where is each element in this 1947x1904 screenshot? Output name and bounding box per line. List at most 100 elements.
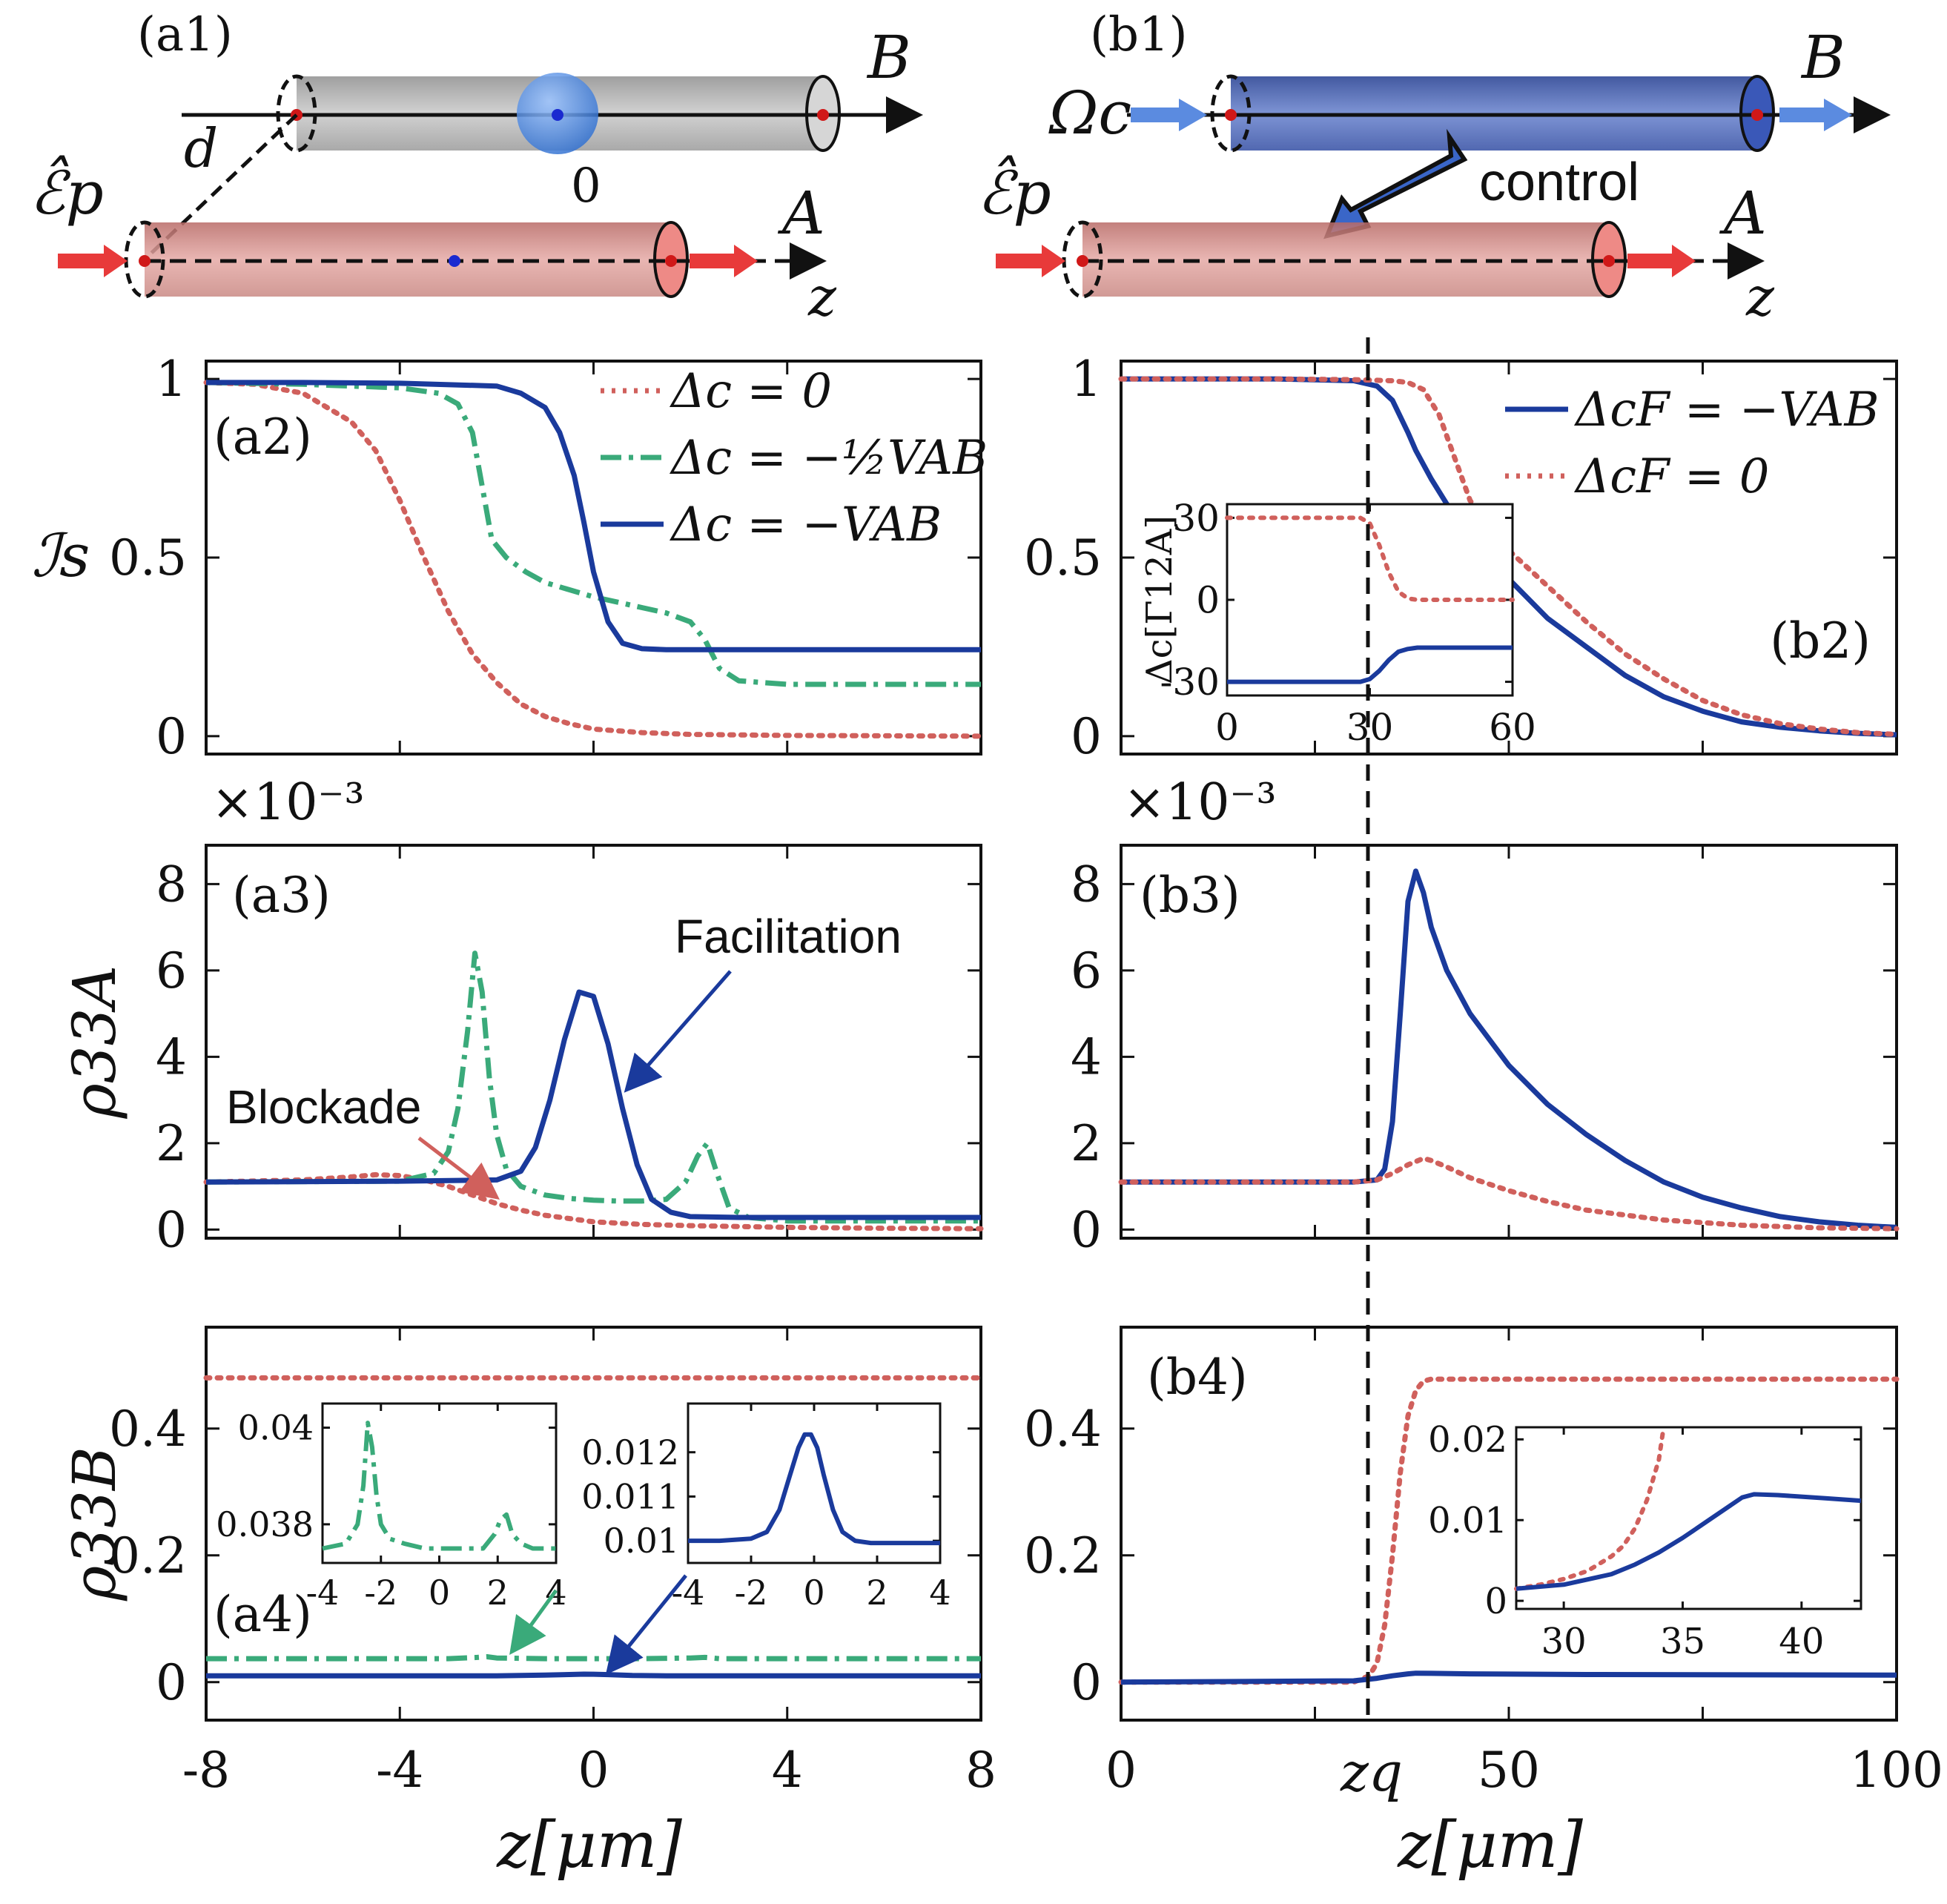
a2-series--c-0 (203, 380, 984, 739)
label-z-b1: z (1745, 265, 1775, 328)
control-arrow (1323, 128, 1468, 239)
tube-a-red-b1-end-left (1062, 220, 1103, 299)
a4-inset-1-xtick-label: 0 (803, 1573, 824, 1613)
b4-series--cf-vab (1120, 1670, 1897, 1685)
label-a-b1: A (1719, 179, 1767, 248)
a3-ytick-label: 0 (156, 1201, 187, 1258)
a2-ylabel: ℐs (32, 521, 90, 590)
dot-b1-right (1751, 109, 1763, 121)
a4-inset-0-xtick-label: 2 (487, 1573, 509, 1613)
panel-a3: 0 2 4 6 8 (a3) ρ33A (60, 844, 984, 1258)
a3-ytick-label: 4 (156, 1028, 187, 1085)
b2-inset-ytick-label: -30 (1160, 661, 1220, 704)
b4-xtick-label: 100 (1850, 1742, 1943, 1799)
a4-inset-0-xtick-label: 0 (429, 1573, 450, 1613)
label-probe-a1: ℰ̂p (30, 155, 104, 228)
zq-label: zq (1340, 1741, 1403, 1803)
b3-series--cf-vab (1121, 868, 1897, 1230)
exponent-a: ×10⁻³ (211, 773, 365, 832)
a4-series--c-vab (206, 1654, 981, 1662)
b3-ytick-label: 6 (1071, 942, 1102, 999)
a3-ytick-label: 2 (156, 1115, 187, 1172)
a4-inset-0-series--c-vab (322, 1421, 556, 1551)
label-b-a1: B (866, 23, 911, 92)
dot-a-center (449, 255, 460, 267)
panel-a2: 0 0.5 1 (a2) ℐs Δc = 0 Δc = −½VAB Δc = −VAB (32, 351, 988, 765)
probe-arrow-out-b1 (1627, 245, 1696, 277)
b3-panel-label: (b3) (1140, 867, 1240, 924)
label-b-b1: B (1800, 23, 1845, 92)
probe-arrow-in-b1 (996, 245, 1065, 277)
b4-xtick-label: 0 (1105, 1742, 1137, 1799)
b4-inset-ytick-label: 0 (1484, 1581, 1507, 1622)
a2-series--c-vab (206, 380, 981, 652)
a4-inset-1-ytick-label: 0.01 (604, 1521, 679, 1561)
coupling-arrow-out (1779, 99, 1852, 131)
a4-xtick-label: 4 (772, 1742, 803, 1799)
dot-b1-left (1225, 109, 1237, 121)
dot-b-right (817, 109, 829, 121)
a4-inset-1-series--c-vab (688, 1432, 940, 1546)
b4-ytick-label: 0.2 (1024, 1527, 1102, 1584)
dot-a-left (139, 255, 151, 267)
b2-ytick-label: 1 (1071, 351, 1102, 408)
a4-ytick-label: 0 (156, 1654, 187, 1711)
a4-inset-1-xtick-label: -4 (672, 1573, 705, 1613)
a3-series--c-vab (205, 951, 981, 1224)
a4-ytick-label: 0.4 (109, 1401, 187, 1458)
a2-legend-entry: Δc = 0 (669, 364, 832, 419)
b2-ytick-label: 0.5 (1024, 529, 1102, 586)
b4-inset-ytick-label: 0.01 (1428, 1500, 1507, 1541)
b4-inset-series--cf-0 (1514, 1425, 1666, 1591)
exponent-b: ×10⁻³ (1123, 773, 1277, 832)
a4-panel-label: (a4) (214, 1586, 312, 1643)
b2-inset-xtick-label: 0 (1215, 706, 1239, 749)
label-z-a1: z (807, 265, 837, 328)
a3-series--c-0 (203, 1171, 984, 1232)
coupling-arrow-in (1131, 99, 1207, 131)
label-omega-c: Ωc (1048, 79, 1131, 148)
b3-ytick-label: 8 (1071, 856, 1102, 913)
a4-ytick-label: 0.2 (109, 1527, 187, 1584)
xlabel-b: z[μm] (1397, 1808, 1583, 1882)
dot-a-right (665, 255, 677, 267)
schematic-a1: (a1) B d 0 ℰ̂p A z (30, 7, 923, 328)
a3-panel-label: (a3) (232, 867, 331, 924)
b2-legend-entry: ΔcF = −VAB (1573, 383, 1880, 437)
label-origin: 0 (571, 159, 601, 214)
a2-legend-entry: Δc = −½VAB (669, 431, 988, 486)
a4-inset-0-xtick-label: -4 (306, 1573, 340, 1613)
b4-ytick-label: 0 (1071, 1654, 1102, 1711)
b3-series--cf-0 (1118, 1155, 1900, 1232)
a3-series--c-vab (205, 989, 981, 1220)
label-d: d (184, 117, 218, 179)
a4-inset-bg (323, 1404, 556, 1563)
probe-arrow-out (690, 245, 758, 277)
a2-ytick-label: 1 (156, 351, 187, 408)
b4-inset-series--cf-vab (1515, 1492, 1862, 1591)
b2-ytick-label: 0 (1071, 708, 1102, 765)
panel-label-a1: (a1) (137, 7, 233, 62)
b4-inset-xtick-label: 35 (1660, 1621, 1705, 1662)
a4-series--c-vab (206, 1671, 981, 1679)
a2-series--c-vab (205, 380, 981, 687)
a4-xtick-label: -4 (376, 1742, 423, 1799)
facilitation-arrow (624, 970, 732, 1093)
a3-ytick-label: 8 (156, 856, 187, 913)
a4-blue-arrow (605, 1574, 687, 1675)
a3-ytick-label: 6 (156, 942, 187, 999)
b2-inset-ytick-label: 30 (1172, 497, 1220, 540)
a4-green-arrow (509, 1589, 558, 1656)
b3-ytick-label: 2 (1071, 1115, 1102, 1172)
schematic-b1: (b1) Ωc B control ℰ̂p A z (977, 7, 1891, 328)
a4-inset-0-ytick-label: 0.04 (238, 1408, 314, 1448)
dot-a1-left (1077, 255, 1088, 267)
a4-xtick-label: 0 (578, 1742, 609, 1799)
b4-inset-xtick-label: 40 (1779, 1621, 1824, 1662)
a4-inset-0-xtick-label: -2 (364, 1573, 397, 1613)
panel-b3: 0 2 4 6 8 (b3) (1071, 844, 1900, 1258)
b2-inset-ylabel: Δc[Γ12A] (1139, 515, 1180, 684)
b3-ytick-label: 0 (1071, 1201, 1102, 1258)
